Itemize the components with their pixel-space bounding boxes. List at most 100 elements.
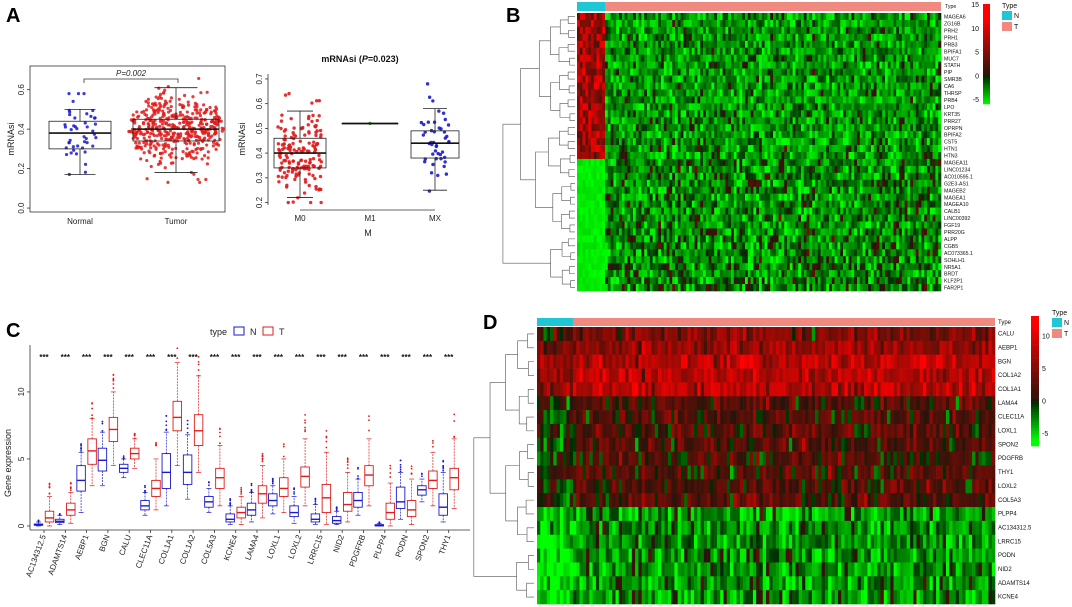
heatmap-cell bbox=[938, 40, 942, 49]
heatmap-cell bbox=[621, 124, 625, 132]
heatmap-cell bbox=[577, 124, 581, 132]
heatmap-cell bbox=[851, 145, 855, 153]
heatmap-cell bbox=[739, 54, 743, 62]
heatmap-cell bbox=[845, 110, 849, 118]
heatmap-cell bbox=[826, 131, 830, 139]
heatmap-cell bbox=[599, 13, 603, 21]
heatmap-cell bbox=[739, 158, 743, 167]
heatmap-cell bbox=[843, 89, 847, 97]
heatmap-cell bbox=[859, 221, 863, 229]
heatmap-cell bbox=[621, 235, 625, 243]
heatmap-cell bbox=[767, 19, 771, 28]
heatmap-cell bbox=[767, 61, 771, 69]
heatmap-cell bbox=[722, 131, 726, 139]
heatmap-cell bbox=[621, 193, 625, 201]
heatmap-cell bbox=[661, 13, 665, 21]
heatmap-cell bbox=[806, 75, 810, 83]
data-point bbox=[193, 116, 197, 120]
heatmap-cell bbox=[753, 152, 757, 160]
heatmap-cell bbox=[873, 19, 877, 28]
heatmap-cell bbox=[921, 26, 925, 35]
heatmap-cell bbox=[812, 152, 816, 160]
heatmap-cell bbox=[649, 61, 653, 69]
heatmap-cell bbox=[840, 26, 844, 35]
data-point bbox=[193, 105, 197, 109]
heatmap-cell bbox=[890, 158, 894, 167]
heatmap-cell bbox=[694, 158, 698, 167]
heatmap-cell bbox=[789, 186, 793, 194]
heatmap-cell bbox=[913, 117, 917, 125]
heatmap-cell bbox=[851, 124, 855, 132]
heatmap-cell bbox=[932, 13, 936, 21]
heatmap-cell bbox=[764, 75, 768, 83]
heatmap-cell bbox=[904, 54, 908, 62]
heatmap-cell bbox=[722, 138, 726, 146]
heatmap-cell bbox=[745, 103, 749, 111]
heatmap-cell bbox=[843, 179, 847, 188]
heatmap-cell bbox=[915, 110, 919, 118]
heatmap-cell bbox=[770, 103, 774, 111]
heatmap-cell bbox=[896, 221, 900, 229]
heatmap-cell bbox=[882, 13, 886, 21]
heatmap-cell bbox=[935, 214, 939, 222]
heatmap-cell bbox=[691, 117, 695, 125]
heatmap-cell bbox=[655, 158, 659, 167]
heatmap-cell bbox=[773, 103, 777, 111]
heatmap-cell bbox=[834, 61, 838, 69]
heatmap-cell bbox=[703, 165, 707, 174]
heatmap-cell bbox=[694, 172, 698, 181]
heatmap-cell bbox=[638, 117, 642, 125]
heatmap-cell bbox=[613, 186, 617, 194]
heatmap-cell bbox=[820, 172, 824, 181]
heatmap-cell bbox=[761, 61, 765, 69]
heatmap-cell bbox=[775, 96, 779, 104]
heatmap-cell bbox=[862, 172, 866, 181]
heatmap-cell bbox=[938, 214, 942, 222]
data-point bbox=[197, 111, 202, 115]
data-point bbox=[89, 114, 93, 118]
heatmap-cell bbox=[652, 40, 656, 49]
data-point bbox=[187, 124, 191, 128]
heatmap-cell bbox=[924, 193, 928, 201]
heatmap-cell bbox=[736, 207, 740, 215]
heatmap-cell bbox=[663, 172, 667, 181]
heatmap-cell bbox=[745, 214, 749, 222]
heatmap-cell bbox=[859, 47, 863, 55]
heatmap-cell bbox=[736, 228, 740, 236]
heatmap-cell bbox=[879, 33, 883, 42]
heatmap-cell bbox=[817, 193, 821, 201]
heatmap-cell bbox=[627, 200, 631, 208]
heatmap-cell bbox=[795, 103, 799, 111]
heatmap-cell bbox=[610, 193, 614, 201]
heatmap-cell bbox=[624, 117, 628, 125]
heatmap-cell bbox=[854, 89, 858, 97]
heatmap-cell bbox=[778, 193, 782, 201]
heatmap-cell bbox=[591, 235, 595, 243]
heatmap-cell bbox=[607, 145, 611, 153]
heatmap-cell bbox=[666, 68, 670, 76]
heatmap-cell bbox=[697, 228, 701, 236]
heatmap-cell bbox=[857, 117, 861, 125]
heatmap-cell bbox=[675, 193, 679, 201]
heatmap-cell bbox=[809, 40, 813, 49]
heatmap-cell bbox=[627, 221, 631, 229]
heatmap-cell bbox=[658, 214, 662, 222]
heatmap-cell bbox=[691, 152, 695, 160]
data-point bbox=[186, 138, 191, 142]
heatmap-cell bbox=[619, 235, 623, 243]
heatmap-cell bbox=[915, 158, 919, 167]
heatmap-cell bbox=[621, 82, 625, 90]
heatmap-cell bbox=[610, 82, 614, 90]
heatmap-cell bbox=[862, 193, 866, 201]
heatmap-cell bbox=[932, 117, 936, 125]
data-point bbox=[85, 112, 89, 116]
heatmap-cell bbox=[621, 19, 625, 28]
heatmap-cell bbox=[845, 165, 849, 174]
heatmap-cell bbox=[669, 33, 673, 42]
heatmap-cell bbox=[803, 124, 807, 132]
heatmap-cell bbox=[624, 138, 628, 146]
heatmap-cell bbox=[722, 193, 726, 201]
heatmap-cell bbox=[865, 68, 869, 76]
heatmap-cell bbox=[873, 110, 877, 118]
heatmap-cell bbox=[624, 165, 628, 174]
